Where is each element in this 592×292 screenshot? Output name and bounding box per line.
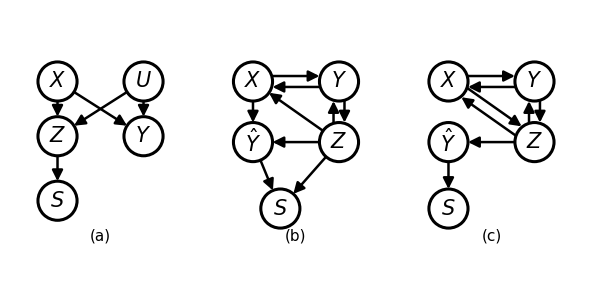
Text: $Y$: $Y$ bbox=[136, 126, 152, 146]
Circle shape bbox=[38, 62, 77, 101]
Text: $S$: $S$ bbox=[273, 199, 288, 218]
Text: $Y$: $Y$ bbox=[331, 72, 347, 91]
Text: $X$: $X$ bbox=[244, 72, 262, 91]
Circle shape bbox=[38, 117, 77, 156]
Text: $X$: $X$ bbox=[49, 72, 66, 91]
Text: $Z$: $Z$ bbox=[526, 132, 543, 152]
Circle shape bbox=[429, 189, 468, 228]
Text: $\hat{Y}$: $\hat{Y}$ bbox=[245, 128, 261, 156]
Circle shape bbox=[429, 62, 468, 101]
Text: $S$: $S$ bbox=[441, 199, 456, 218]
Text: $Z$: $Z$ bbox=[49, 126, 66, 146]
Text: $\hat{Y}$: $\hat{Y}$ bbox=[440, 128, 456, 156]
Circle shape bbox=[233, 123, 272, 162]
Circle shape bbox=[233, 62, 272, 101]
Circle shape bbox=[38, 181, 77, 220]
Circle shape bbox=[320, 62, 359, 101]
Circle shape bbox=[261, 189, 300, 228]
Text: $X$: $X$ bbox=[440, 72, 457, 91]
Text: (a): (a) bbox=[90, 228, 111, 244]
Circle shape bbox=[515, 62, 554, 101]
Circle shape bbox=[124, 62, 163, 101]
Text: (c): (c) bbox=[481, 228, 501, 244]
Circle shape bbox=[429, 123, 468, 162]
Text: $Z$: $Z$ bbox=[330, 132, 348, 152]
Text: $Y$: $Y$ bbox=[526, 72, 542, 91]
Circle shape bbox=[515, 123, 554, 162]
Circle shape bbox=[124, 117, 163, 156]
Circle shape bbox=[320, 123, 359, 162]
Text: $S$: $S$ bbox=[50, 191, 65, 211]
Text: (b): (b) bbox=[285, 228, 307, 244]
Text: $U$: $U$ bbox=[135, 72, 152, 91]
